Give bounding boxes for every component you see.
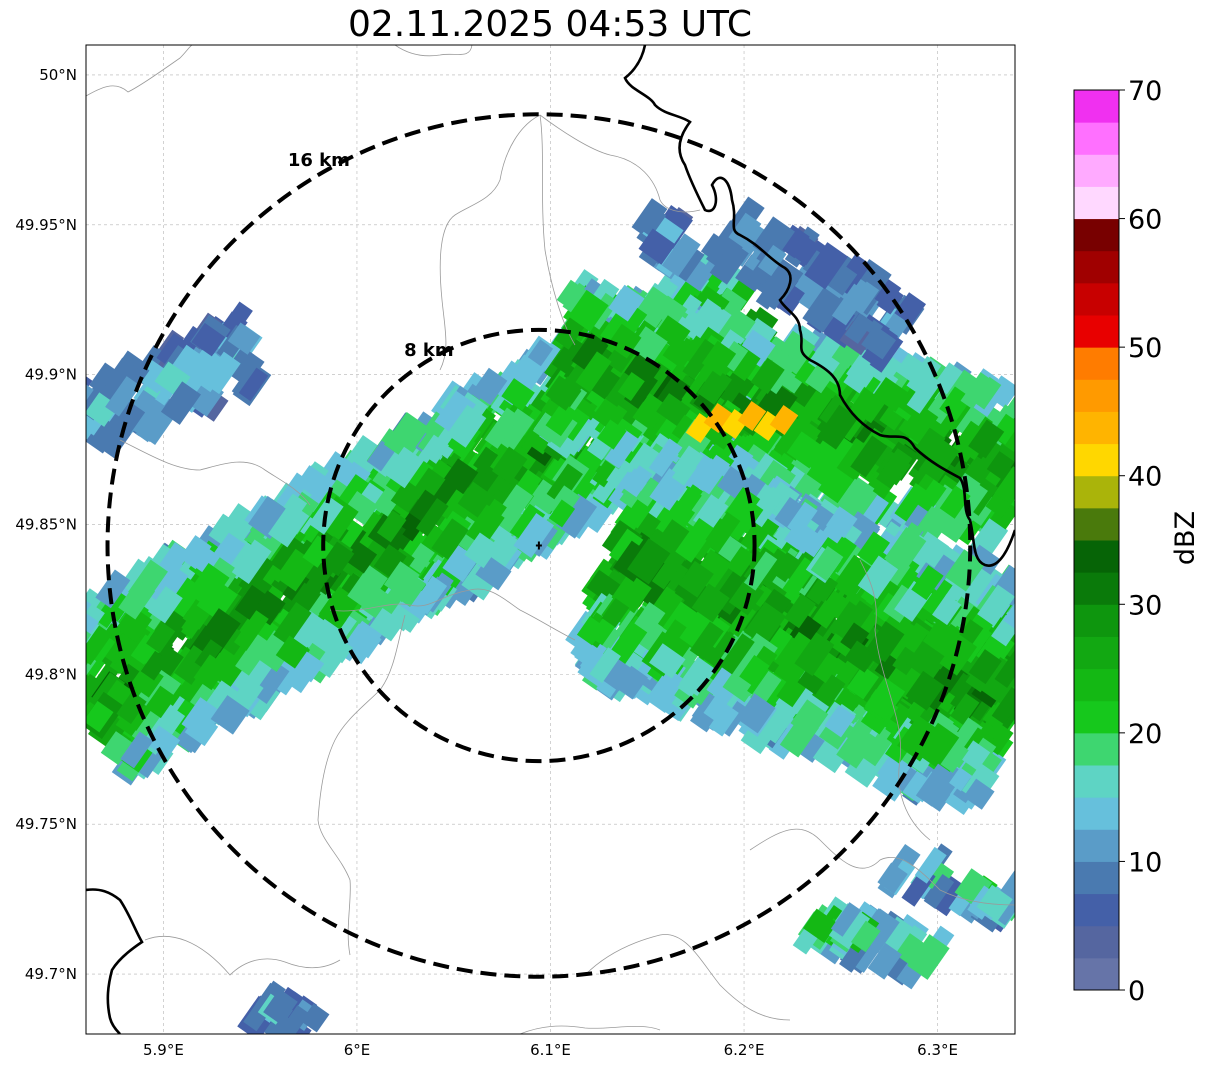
commune-boundary	[584, 934, 791, 1021]
colorbar-segment	[1074, 379, 1119, 412]
plot-frame	[85, 44, 1016, 1035]
commune-boundary	[859, 559, 931, 841]
colorbar-segment	[1074, 250, 1119, 284]
colorbar-segment	[1074, 925, 1119, 959]
commune-boundary	[539, 114, 701, 213]
colorbar-segment	[1074, 797, 1119, 830]
colorbar-segment	[1074, 668, 1119, 702]
colorbar-segment	[1074, 186, 1119, 220]
lon-tick-label: 6.3°E	[917, 1041, 958, 1059]
reflectivity-layer	[86, 196, 1015, 1034]
range-rings: 8 km 16 km	[105, 112, 973, 979]
lon-tick-label: 5.9°E	[143, 1041, 184, 1059]
echo-cell-northeast	[700, 196, 927, 373]
echo-cell-southwest	[237, 980, 330, 1034]
colorbar-segment	[1074, 765, 1119, 798]
map-area[interactable]: 8 km 16 km	[34, 45, 1064, 1056]
commune-boundary	[519, 1025, 661, 1034]
range-ring-16km	[105, 112, 973, 979]
colorbar-segment	[1074, 122, 1119, 155]
lat-tick-label: 49.85°N	[15, 516, 77, 534]
lat-tick-label: 49.7°N	[25, 965, 77, 983]
echo-band-northeast	[532, 269, 1015, 563]
radar-site-marker	[535, 541, 542, 550]
lat-tick-label: 49.95°N	[15, 216, 77, 234]
colorbar-segment	[1074, 636, 1119, 670]
admin-borders	[86, 45, 1015, 1034]
colorbar-segment	[1074, 957, 1119, 991]
colorbar-segment	[1074, 829, 1119, 862]
colorbar-tick-label: 50	[1128, 333, 1162, 364]
colorbar-segment	[1074, 218, 1119, 252]
echo-cell-west	[86, 301, 272, 459]
colorbar-tick-label: 10	[1128, 847, 1162, 878]
map-title: 02.11.2025 04:53 UTC	[347, 4, 753, 45]
colorbar-label: dBZ	[1170, 511, 1201, 565]
colorbar-tick-label: 60	[1128, 205, 1162, 236]
range-ring-8km	[321, 327, 757, 764]
lon-tick-label: 6.2°E	[724, 1041, 765, 1059]
range-ring-label: 8 km	[404, 340, 454, 361]
commune-boundary	[86, 45, 193, 97]
colorbar-segment	[1074, 893, 1119, 927]
commune-boundary	[439, 114, 541, 371]
commune-boundary	[329, 588, 576, 641]
echo-cell-north	[631, 198, 705, 282]
colorbar-segment	[1074, 411, 1119, 445]
axis-ticks: 5.9°E 6°E 6.1°E 6.2°E 6.3°E 49.7°N 49.75°N 49.8…	[15, 66, 958, 1059]
commune-boundary	[144, 935, 341, 976]
colorbar-tick-label: 40	[1128, 462, 1162, 493]
colorbar: 0 10 20 30 40 50 60 70 dBZ	[1073, 76, 1201, 1007]
colorbar-segment	[1074, 90, 1119, 123]
colorbar-segment	[1074, 347, 1119, 380]
colorbar-tick-label: 0	[1128, 976, 1145, 1007]
commune-boundary	[749, 828, 1015, 906]
echo-cell-south	[792, 896, 955, 990]
colorbar-segment	[1074, 604, 1119, 637]
colorbar-segment	[1074, 507, 1119, 541]
colorbar-segment	[1074, 700, 1119, 734]
country-border	[623, 45, 1015, 567]
colorbar-segment	[1074, 572, 1119, 605]
lon-tick-label: 6.1°E	[530, 1041, 571, 1059]
range-ring-label: 16 km	[288, 150, 350, 171]
colorbar-tick-label: 70	[1128, 76, 1162, 107]
colorbar-segment	[1074, 443, 1119, 477]
echo-hotspot	[685, 401, 799, 443]
colorbar-frame	[1073, 89, 1120, 991]
colorbar-tick-label: 20	[1128, 719, 1162, 750]
echo-band-southeast	[565, 438, 1015, 816]
colorbar-segment	[1074, 315, 1119, 348]
colorbar-segment	[1074, 540, 1119, 573]
colorbar-segment	[1074, 282, 1119, 316]
colorbar-tick-label: 30	[1128, 590, 1162, 621]
colorbar-segment	[1074, 475, 1119, 509]
colorbar-segment	[1074, 861, 1119, 895]
commune-boundary	[119, 439, 311, 506]
country-border	[86, 888, 144, 1034]
colorbar-segment	[1074, 154, 1119, 187]
colorbar-segment	[1074, 732, 1119, 766]
lat-tick-label: 49.8°N	[25, 665, 77, 683]
lat-tick-label: 49.75°N	[15, 815, 77, 833]
lon-tick-label: 6°E	[344, 1041, 371, 1059]
commune-boundary	[317, 614, 406, 956]
lat-tick-label: 50°N	[39, 66, 77, 84]
lat-tick-label: 49.9°N	[25, 366, 77, 384]
commune-boundary	[394, 45, 473, 57]
commune-boundary	[539, 114, 576, 346]
